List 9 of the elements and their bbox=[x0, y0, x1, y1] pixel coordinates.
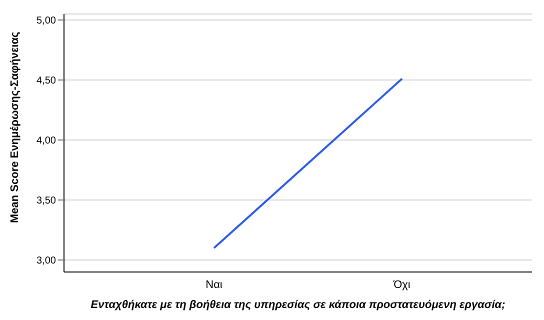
y-tick-label: 3,00 bbox=[36, 256, 56, 267]
x-tick-label: Όχι bbox=[392, 278, 411, 291]
x-axis-title: Ενταχθήκατε με τη βοήθεια της υπηρεσίας σε κάποια προστατευόμενη εργασία; bbox=[90, 299, 506, 311]
y-tick-label: 4,00 bbox=[36, 136, 56, 147]
y-tick-label: 4,50 bbox=[36, 76, 56, 87]
y-tick-label: 3,50 bbox=[36, 196, 56, 207]
y-axis-title: Mean Score Ενημέρωσης-Σαφήνειας bbox=[8, 32, 21, 223]
y-tick-label: 5,00 bbox=[36, 16, 56, 27]
x-tick-label: Ναι bbox=[206, 278, 223, 291]
